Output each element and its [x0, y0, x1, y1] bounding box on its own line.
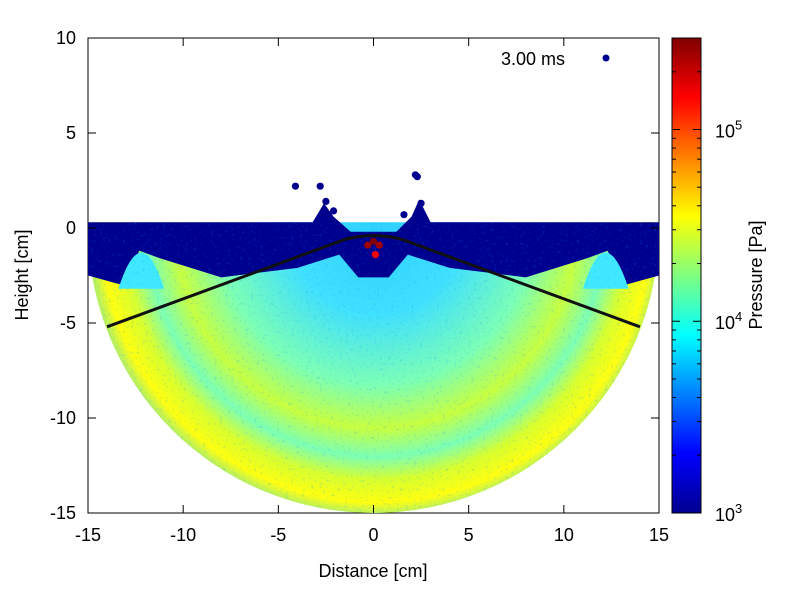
contact-lines — [106, 234, 641, 329]
data-point — [369, 237, 378, 245]
contact-line — [344, 234, 403, 241]
y-tick-label: 5 — [66, 123, 76, 143]
x-tick-label: -5 — [270, 525, 286, 545]
colorbar-tick-label: 105 — [715, 117, 742, 141]
colorbar-tick-label: 103 — [715, 501, 742, 525]
colorbar-gradient — [671, 37, 702, 514]
colorbar-ticks: 103 104 105 — [672, 37, 742, 525]
data-point — [291, 182, 300, 190]
legend-marker — [602, 54, 610, 62]
x-tick-label: 0 — [368, 525, 378, 545]
x-tick-label: 10 — [554, 525, 574, 545]
y-axis-label: Height [cm] — [12, 229, 32, 320]
data-point — [364, 241, 372, 249]
data-point — [413, 173, 421, 181]
x-tick-label: 15 — [649, 525, 669, 545]
data-point — [417, 199, 425, 207]
y-tick-label: -10 — [50, 408, 76, 428]
x-tick-label: 5 — [464, 525, 474, 545]
y-tick-label: -15 — [50, 503, 76, 523]
legend-label: 3.00 ms — [501, 49, 565, 69]
y-tick-label: -5 — [60, 313, 76, 333]
data-point — [329, 207, 338, 215]
particle-texture — [88, 222, 659, 513]
x-axis-ticks: -15 -10 -5 0 5 10 15 — [75, 38, 669, 545]
data-point — [400, 211, 408, 219]
legend: 3.00 ms — [501, 49, 610, 69]
data-point — [371, 251, 380, 259]
contact-line — [401, 237, 641, 329]
data-points — [291, 171, 425, 259]
data-point — [322, 197, 330, 205]
y-axis-ticks: -15 -10 -5 0 5 10 — [50, 28, 659, 523]
y-tick-label: 10 — [56, 28, 76, 48]
x-axis-label: Distance [cm] — [318, 561, 427, 581]
data-point — [375, 241, 383, 249]
x-tick-label: -10 — [170, 525, 196, 545]
data-point — [316, 182, 324, 190]
colorbar-label: Pressure [Pa] — [746, 220, 766, 329]
contact-line — [106, 237, 346, 329]
x-tick-label: -15 — [75, 525, 101, 545]
particle-field — [88, 171, 659, 513]
colorbar-tick-label: 104 — [715, 309, 742, 333]
colorbar: 103 104 105 Pressure [Pa] — [671, 37, 766, 525]
y-tick-label: 0 — [66, 218, 76, 238]
